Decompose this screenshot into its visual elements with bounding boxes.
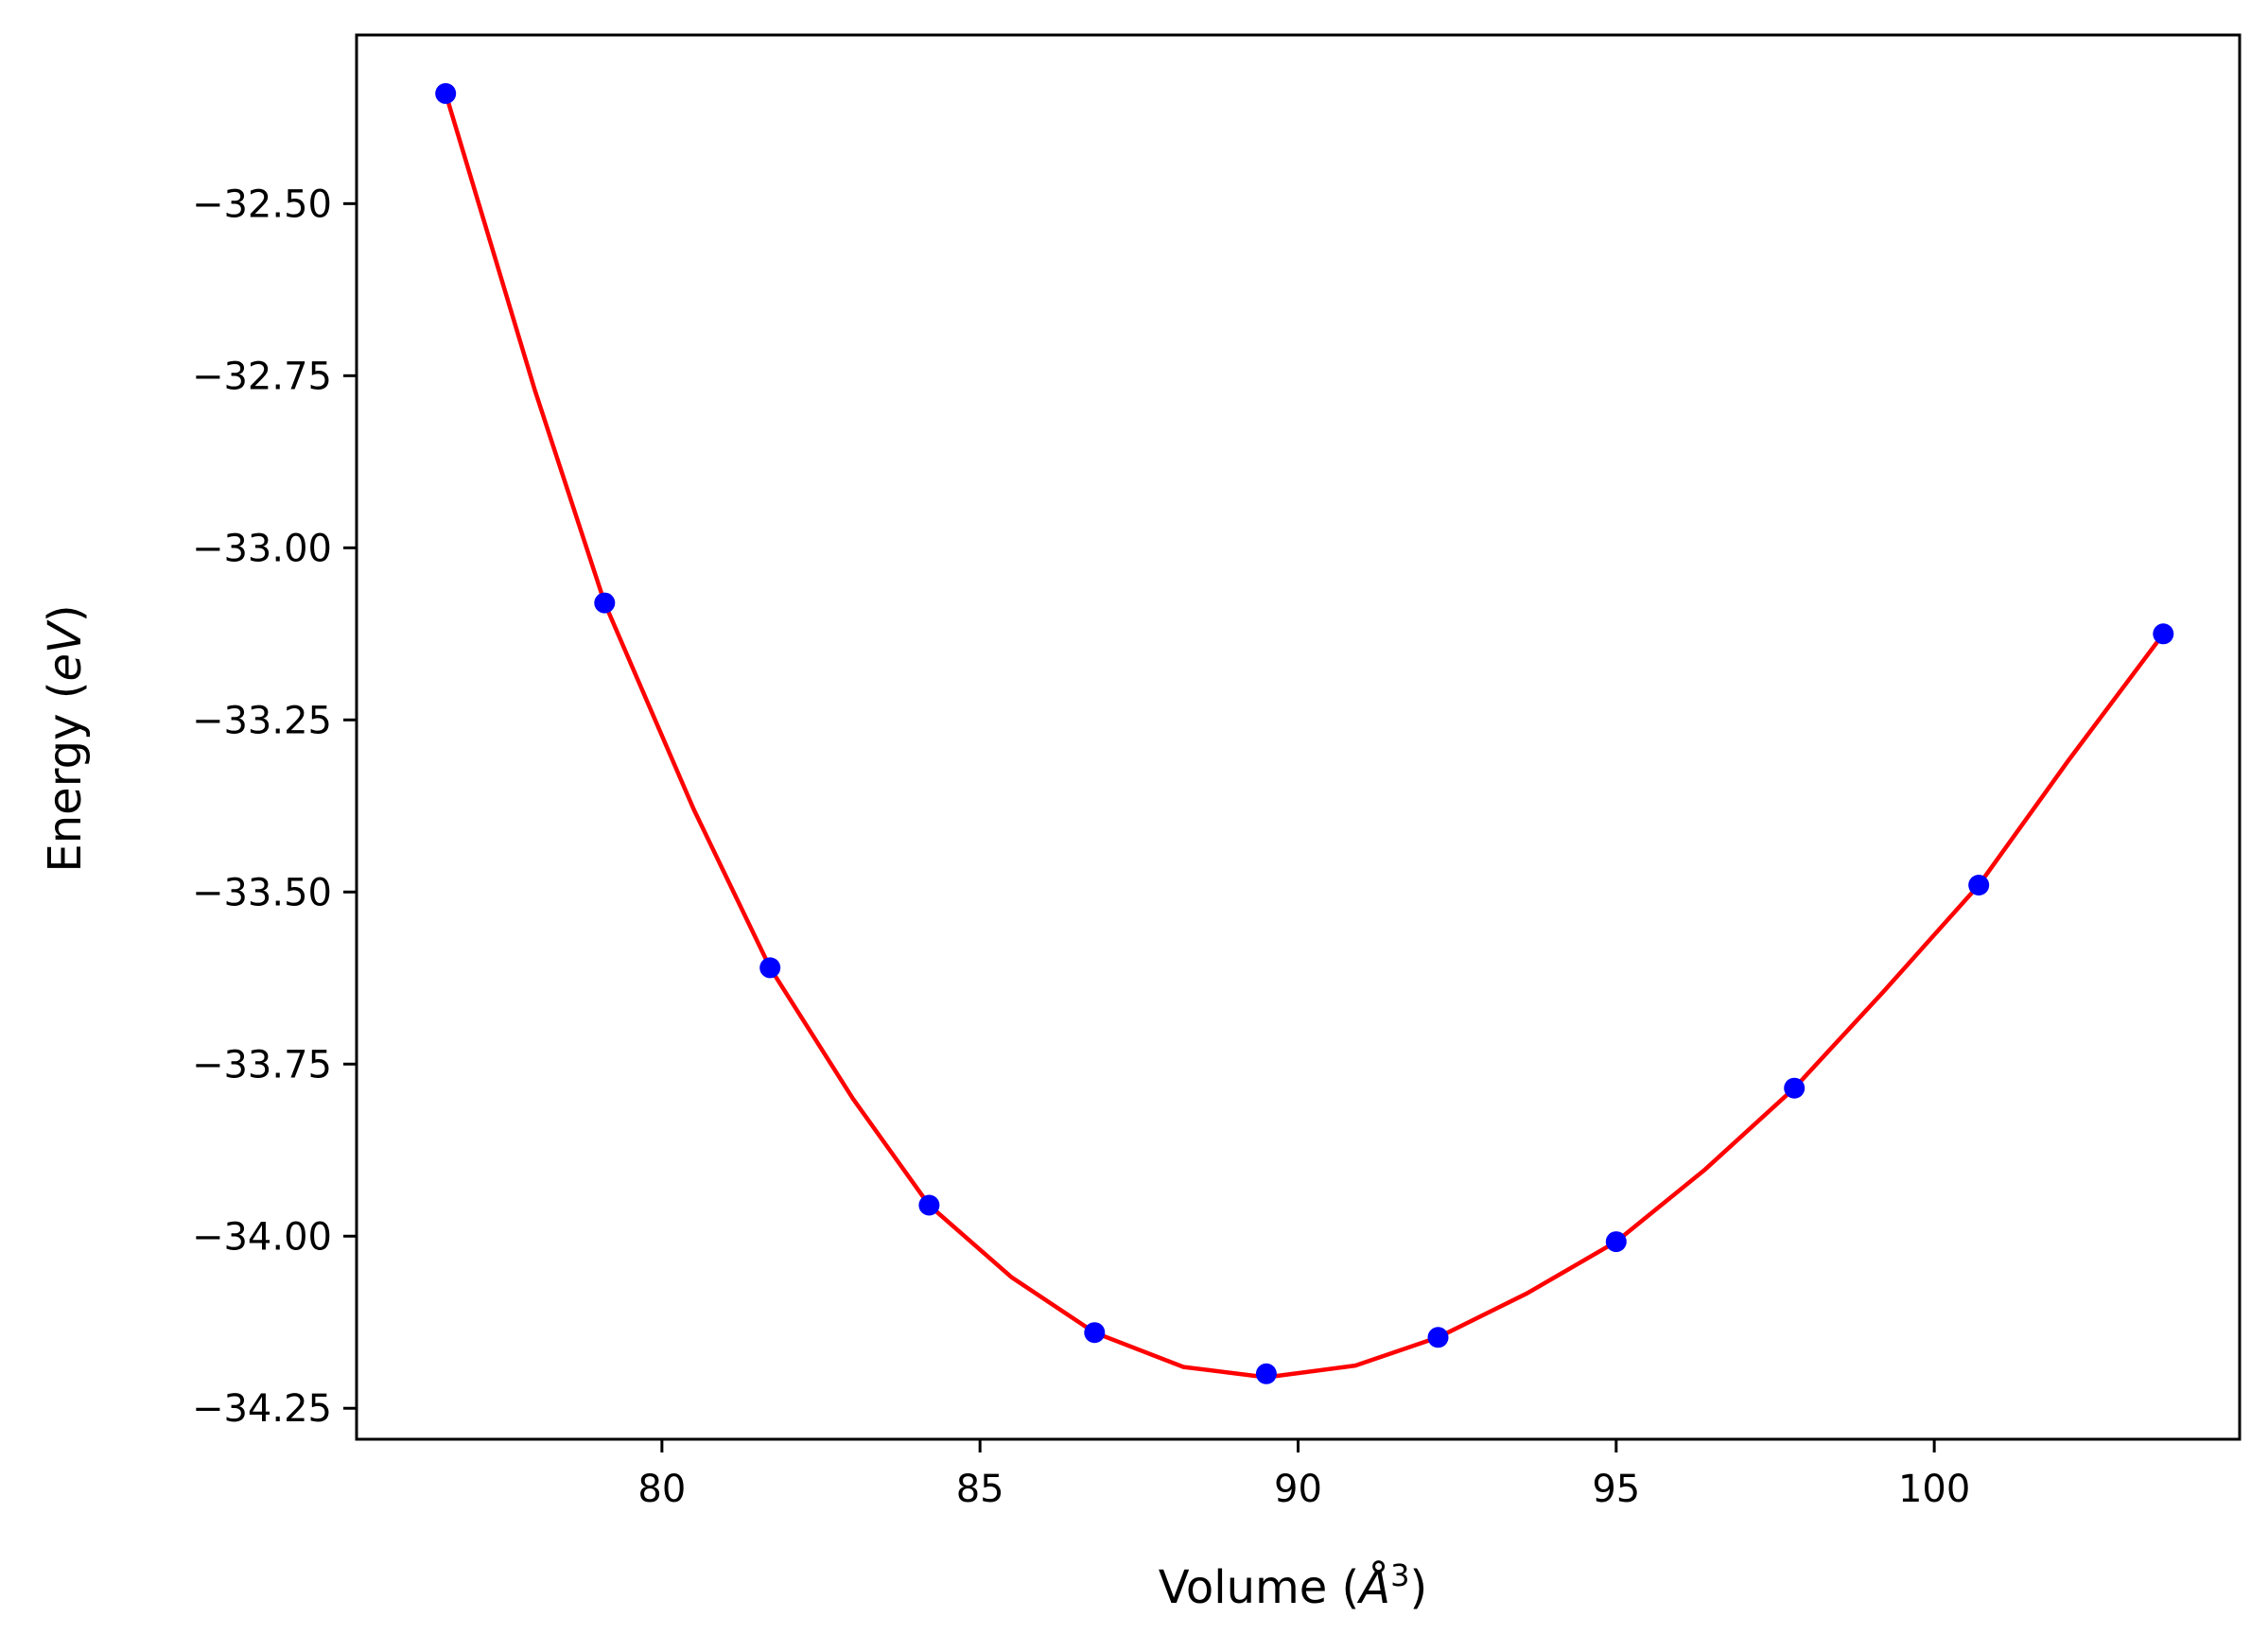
x-tick-label: 80 xyxy=(637,1468,686,1511)
y-tick-label: −33.00 xyxy=(192,527,332,570)
y-tick-label: −34.25 xyxy=(192,1387,332,1431)
x-tick-label: 90 xyxy=(1274,1468,1322,1511)
data-point xyxy=(594,592,616,614)
x-tick-label: 100 xyxy=(1898,1468,1970,1511)
data-point xyxy=(1255,1363,1277,1384)
y-axis-label: Energy (eV) xyxy=(39,604,92,872)
data-point xyxy=(1084,1322,1106,1344)
x-tick-label: 85 xyxy=(956,1468,1004,1511)
plot-area xyxy=(435,82,2174,1384)
x-axis-label: Volume (Å3) xyxy=(1159,1557,1427,1614)
y-tick-label: −32.75 xyxy=(192,355,332,398)
y-tick-label: −33.50 xyxy=(192,871,332,914)
data-point xyxy=(1605,1231,1627,1253)
y-tick-label: −33.75 xyxy=(192,1043,332,1087)
data-point xyxy=(759,957,781,979)
y-tick-label: −34.00 xyxy=(192,1215,332,1259)
data-point xyxy=(2153,623,2174,645)
data-point xyxy=(435,82,457,104)
data-point xyxy=(1784,1077,1806,1099)
y-tick-label: −32.50 xyxy=(192,183,332,226)
data-point xyxy=(1968,875,1990,896)
y-tick-label: −33.25 xyxy=(192,699,332,742)
data-point xyxy=(918,1194,940,1216)
x-tick-label: 95 xyxy=(1592,1468,1640,1511)
y-axis-ticks: −32.50 −32.75 −33.00 −33.25 −33.50 −33.75 −34.… xyxy=(192,183,357,1431)
x-axis-ticks: 80 85 90 95 100 xyxy=(637,1439,1970,1511)
data-point xyxy=(1427,1327,1449,1348)
